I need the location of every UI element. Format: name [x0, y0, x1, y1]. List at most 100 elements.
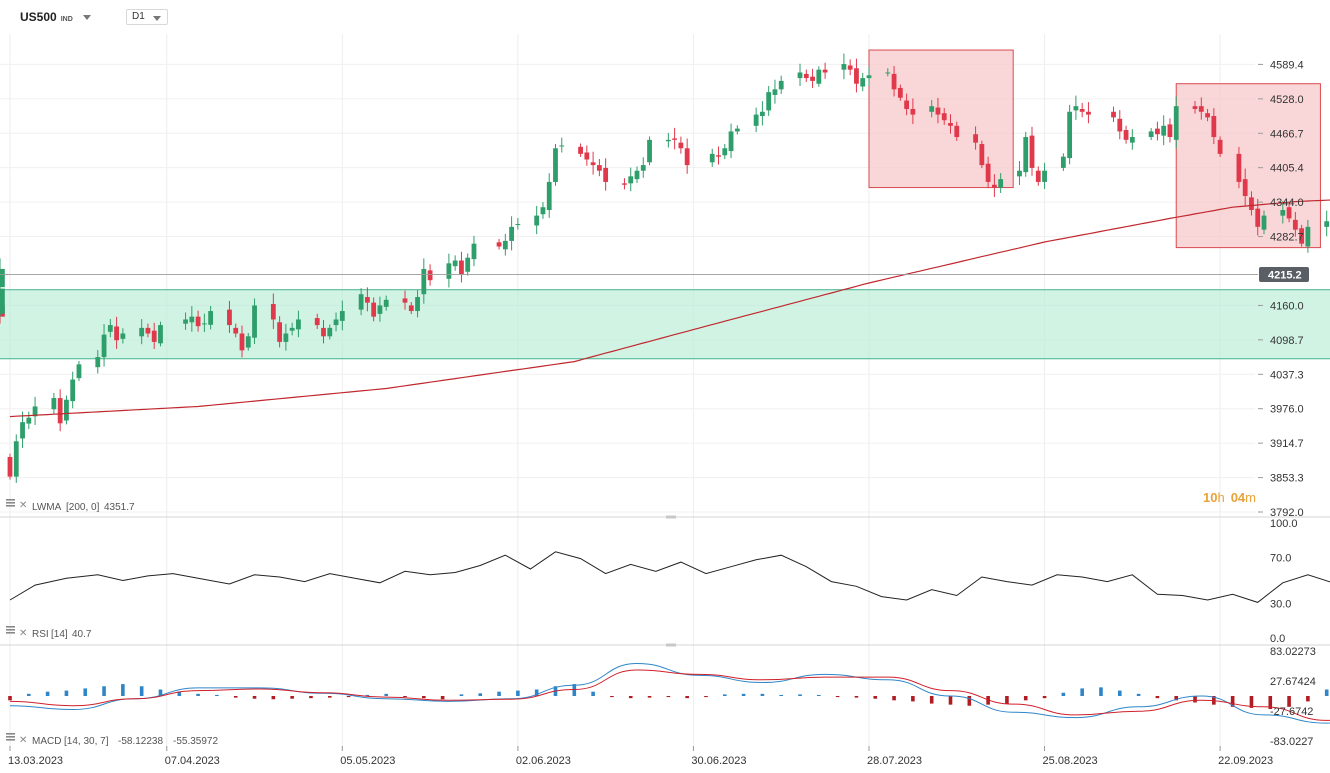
grid-lines — [0, 34, 1255, 750]
menu-icon[interactable] — [6, 733, 15, 741]
candle-body — [465, 257, 471, 272]
candle — [766, 86, 772, 116]
candle — [107, 319, 113, 338]
candle-body — [1217, 139, 1223, 154]
macd-axis-label: -27.6742 — [1270, 706, 1313, 718]
candle — [634, 166, 640, 183]
candle-body — [684, 148, 690, 166]
candle — [277, 316, 283, 348]
rsi-axis-label: 70.0 — [1270, 553, 1291, 565]
candle-body — [753, 114, 759, 126]
candle — [139, 319, 145, 345]
candle — [910, 98, 916, 125]
candle — [289, 322, 295, 336]
candle-body — [803, 73, 809, 79]
candle — [847, 59, 853, 76]
candle — [158, 321, 163, 347]
candle-body — [70, 379, 76, 402]
candle-body — [910, 108, 916, 115]
candle-body — [427, 270, 433, 281]
candle — [95, 350, 101, 374]
candle — [1249, 191, 1254, 216]
candle — [496, 238, 502, 250]
candle — [421, 258, 427, 304]
candle — [1148, 128, 1154, 141]
candle — [841, 53, 847, 80]
lwma-legend-label: LWMA — [32, 502, 62, 513]
candle-body — [1324, 221, 1330, 227]
symbol-selector[interactable]: US500 IND — [20, 10, 91, 24]
macd-hist-bar — [1193, 696, 1197, 703]
menu-icon[interactable] — [6, 626, 15, 634]
macd-axis-label: 83.02273 — [1270, 646, 1316, 658]
macd-hist-bar — [459, 694, 464, 696]
macd-hist-bar — [1174, 696, 1179, 701]
macd-hist-bar — [817, 694, 821, 696]
candle — [897, 84, 903, 101]
pane-resize-handle[interactable] — [666, 515, 676, 519]
candle — [904, 93, 910, 116]
candle — [822, 62, 828, 79]
price-axis-label: 3853.3 — [1270, 473, 1304, 485]
candle — [227, 300, 232, 333]
candle — [628, 167, 634, 192]
candle — [1129, 129, 1135, 150]
timeframe-selector[interactable]: D1 — [126, 9, 168, 25]
countdown-m-unit: m — [1245, 490, 1256, 505]
candle — [973, 126, 978, 150]
distribution-zone — [868, 49, 1014, 189]
candle-body — [596, 165, 602, 171]
candle-body — [183, 319, 188, 324]
close-icon[interactable]: ✕ — [19, 628, 27, 639]
close-icon[interactable]: ✕ — [19, 735, 27, 746]
candle-body — [1017, 170, 1022, 177]
candle-body — [810, 76, 815, 81]
candle-body — [20, 422, 25, 439]
rsi-axis: 100.0 70.0 30.0 0.0 — [1270, 518, 1298, 645]
candle-body — [446, 263, 452, 279]
candle-body — [515, 224, 521, 226]
candle-body — [64, 399, 69, 421]
price-axis-label: 4344.0 — [1270, 197, 1304, 209]
candle — [333, 312, 339, 332]
candle-body — [716, 155, 721, 157]
candle — [245, 332, 251, 351]
candle-body — [0, 308, 5, 314]
candle-body — [101, 334, 107, 358]
candle-body — [1148, 131, 1154, 138]
chart-toolbar: US500 IND D1 — [0, 0, 1330, 34]
candle-body — [1060, 156, 1066, 168]
candle-body — [578, 146, 583, 154]
candle — [70, 371, 76, 409]
menu-icon[interactable] — [6, 499, 15, 507]
candle — [647, 136, 652, 166]
candle-body — [797, 72, 803, 79]
candle — [1067, 104, 1073, 165]
close-icon[interactable]: ✕ — [19, 500, 27, 511]
candle-body — [1079, 108, 1085, 112]
macd-hist-bar — [854, 696, 859, 698]
candle — [1035, 166, 1041, 186]
candle — [13, 434, 19, 483]
candle-body — [772, 89, 778, 95]
pane-resize-handle[interactable] — [666, 643, 676, 647]
candle-body — [1117, 118, 1123, 132]
candle — [678, 136, 684, 154]
macd-legend-params: [14, 30, 7] — [64, 736, 109, 747]
candle-body — [1286, 207, 1292, 219]
candle-body — [1086, 111, 1091, 115]
macd-hist-bar — [911, 696, 915, 702]
candle — [371, 297, 377, 322]
candle-body — [1067, 111, 1073, 159]
macd-signal-line — [9, 669, 1330, 721]
candle — [383, 295, 389, 311]
macd-hist-bar — [628, 696, 633, 699]
rsi-axis-label: 100.0 — [1270, 518, 1298, 530]
countdown-minutes: 04 — [1231, 490, 1246, 505]
candle-body — [1161, 125, 1167, 136]
macd-hist-bar — [1136, 693, 1141, 696]
candle-body — [973, 134, 978, 143]
macd-hist-bar — [779, 694, 784, 696]
macd-hist-bar — [1061, 692, 1066, 696]
candle — [797, 63, 803, 86]
